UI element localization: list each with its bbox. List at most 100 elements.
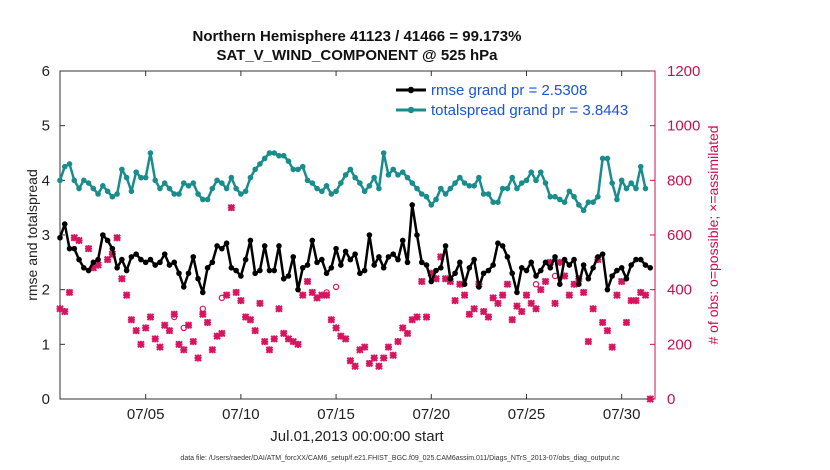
rmse-point (528, 259, 535, 266)
obs-assimilated-marker (203, 318, 212, 327)
totalspread-point (533, 177, 539, 184)
rmse-point (642, 262, 649, 268)
obs-assimilated-marker (403, 329, 412, 338)
obs-assimilated-marker (65, 288, 74, 297)
obs-assimilated-marker (408, 316, 416, 324)
rmse-point (485, 267, 492, 274)
rmse-point (499, 243, 506, 249)
rmse-point (200, 289, 206, 296)
totalspread-point (561, 199, 568, 205)
rmse-point (290, 254, 297, 260)
rmse-point (180, 284, 187, 290)
obs-assimilated-marker (170, 310, 178, 318)
obs-assimilated-marker (318, 291, 326, 299)
legend-box (390, 77, 650, 119)
totalspread-point (509, 174, 515, 181)
rmse-point (85, 267, 92, 274)
rmse-point (328, 265, 335, 271)
rmse-point (90, 259, 97, 266)
obs-assimilated-marker (479, 307, 488, 316)
obs-assimilated-marker (441, 275, 450, 283)
rmse-point (209, 259, 216, 266)
rmse-point (219, 245, 225, 252)
obs-assimilated-marker (241, 313, 250, 321)
rmse-point (623, 275, 630, 282)
rmse-point (114, 265, 120, 271)
obs-assimilated-marker (222, 291, 231, 299)
totalspread-point (495, 199, 501, 205)
totalspread-point (219, 180, 225, 186)
totalspread-point (261, 155, 268, 162)
rmse-point (171, 259, 178, 266)
rmse-point (352, 251, 358, 257)
obs-assimilated-marker (541, 277, 550, 286)
rmse-point (385, 254, 392, 260)
totalspread-point (376, 185, 382, 192)
obs-assimilated-marker (370, 354, 378, 362)
rmse-point (423, 262, 430, 268)
obs-assimilated-marker (584, 337, 593, 346)
obs-assimilated-marker (465, 310, 474, 318)
totalspread-point (319, 188, 325, 195)
totalspread-point (380, 150, 387, 156)
obs-assimilated-marker (70, 234, 78, 242)
totalspread-point (618, 177, 625, 184)
obs-assimilated-marker (151, 335, 159, 343)
totalspread-point (228, 174, 235, 181)
obs-assimilated-marker (532, 305, 540, 313)
rmse-point (104, 237, 111, 244)
rmse-point (257, 267, 263, 274)
rmse-point (333, 245, 339, 252)
rmse-point (404, 259, 411, 266)
obs-assimilated-marker (394, 337, 402, 346)
obs-assimilated-marker (508, 316, 516, 324)
totalspread-point (476, 174, 482, 181)
obs-assimilated-marker (579, 288, 588, 297)
series-lines (57, 150, 654, 296)
totalspread-point (142, 174, 149, 181)
legend-rmse-label: rmse grand pr = 2.5308 (431, 82, 587, 99)
rmse-point (495, 240, 501, 246)
x-tick-label: 07/20 (413, 406, 451, 423)
obs-assimilated-marker (641, 291, 650, 299)
totalspread-point (580, 207, 587, 214)
obs-assimilated-marker (484, 313, 493, 321)
rmse-point (371, 262, 377, 268)
y-left-tick-label: 3 (42, 227, 50, 244)
rmse-point (509, 270, 515, 277)
obs-assimilated-marker (646, 395, 654, 403)
totalspread-point (204, 196, 211, 203)
rmse-point (119, 256, 125, 263)
rmse-point (566, 262, 573, 268)
obs-assimilated-marker (570, 280, 578, 288)
x-tick-label: 07/25 (508, 406, 546, 423)
totalspread-point (366, 183, 373, 189)
totalspread-point (471, 183, 477, 189)
obs-assimilated-marker (165, 326, 174, 335)
rmse-point (614, 267, 620, 274)
totalspread-point (233, 185, 239, 192)
totalspread-point (385, 172, 392, 178)
obs-assimilated-marker (137, 340, 145, 349)
obs-assimilated-marker (389, 351, 397, 359)
rmse-point (476, 284, 482, 290)
rmse-point (452, 270, 458, 277)
totalspread-point (637, 163, 644, 170)
rmse-point (152, 262, 158, 268)
totalspread-point (523, 177, 530, 184)
x-tick-label: 07/30 (603, 406, 641, 423)
rmse-point (100, 232, 106, 238)
rmse-point (133, 251, 139, 257)
obs-assimilated-marker (556, 258, 564, 267)
obs-assimilated-marker (265, 346, 274, 354)
obs-assimilated-marker (118, 275, 126, 283)
totalspread-line (58, 151, 647, 212)
rmse-point (480, 270, 487, 277)
obs-assimilated-marker (418, 277, 426, 286)
rmse-point (319, 256, 325, 263)
totalspread-point (109, 193, 116, 200)
totalspread-point (238, 191, 244, 197)
rmse-point (471, 256, 477, 263)
left-axis: 0 1 2 3 4 5 6 (42, 63, 65, 408)
rmse-point (81, 265, 87, 271)
